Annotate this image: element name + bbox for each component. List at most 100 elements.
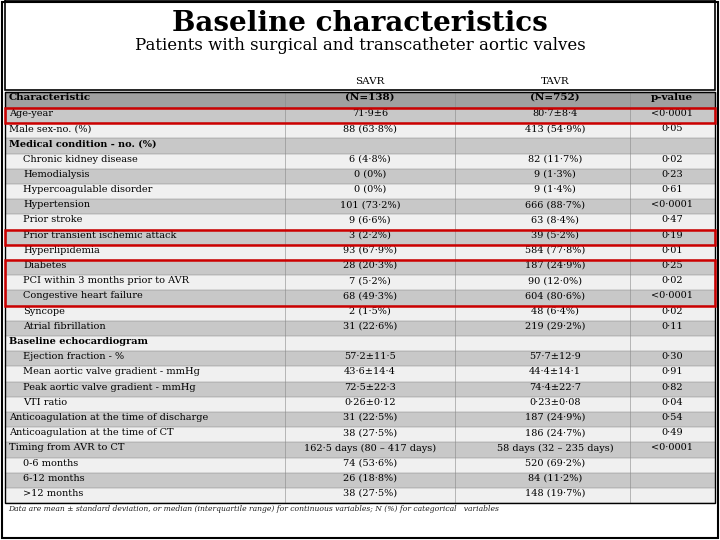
Text: 148 (19·7%): 148 (19·7%) [525,489,585,498]
Text: 93 (67·9%): 93 (67·9%) [343,246,397,255]
Text: 74 (53·6%): 74 (53·6%) [343,458,397,468]
Text: 0·25: 0·25 [661,261,683,270]
Text: 43·6±14·4: 43·6±14·4 [344,367,396,376]
Bar [5,108,715,123]
Bar [5,275,715,291]
Text: Syncope: Syncope [23,307,65,315]
Bar [5,306,715,321]
Text: 0·82: 0·82 [661,383,683,391]
Text: 666 (88·7%): 666 (88·7%) [525,200,585,209]
Text: VTI ratio: VTI ratio [23,398,67,407]
Text: 0·02: 0·02 [661,276,683,285]
Bar [5,108,715,123]
Text: 0·02: 0·02 [661,307,683,315]
Text: 39 (5·2%): 39 (5·2%) [531,231,579,240]
Text: 219 (29·2%): 219 (29·2%) [525,322,585,331]
Bar [5,321,715,336]
Text: 0·54: 0·54 [661,413,683,422]
Text: Mean aortic valve gradient - mmHg: Mean aortic valve gradient - mmHg [23,367,200,376]
Text: Ejection fraction - %: Ejection fraction - % [23,352,124,361]
Text: 0·47: 0·47 [661,215,683,225]
Bar [5,92,715,503]
Text: 80·7±8·4: 80·7±8·4 [532,109,577,118]
Text: 0 (0%): 0 (0%) [354,185,386,194]
Text: 0·26±0·12: 0·26±0·12 [344,398,396,407]
Text: p-value: p-value [651,93,693,102]
Text: >12 months: >12 months [23,489,84,498]
Bar [5,291,715,306]
Text: Diabetes: Diabetes [23,261,66,270]
Text: Prior transient ischemic attack: Prior transient ischemic attack [23,231,176,240]
Text: 0·91: 0·91 [661,367,683,376]
Bar [5,245,715,260]
Text: 7 (5·2%): 7 (5·2%) [349,276,391,285]
Bar [5,138,715,153]
Text: Timing from AVR to CT: Timing from AVR to CT [9,443,125,453]
Bar [5,230,715,245]
Text: 3 (2·2%): 3 (2·2%) [349,231,391,240]
Text: 0·04: 0·04 [661,398,683,407]
Text: Hemodialysis: Hemodialysis [23,170,89,179]
Text: (N=752): (N=752) [530,93,580,102]
Text: 82 (11·7%): 82 (11·7%) [528,154,582,164]
Bar [5,382,715,397]
Text: 72·5±22·3: 72·5±22·3 [344,383,396,391]
Bar [5,412,715,427]
Text: <0·0001: <0·0001 [651,443,693,453]
Text: Data are mean ± standard deviation, or median (interquartile range) for continuo: Data are mean ± standard deviation, or m… [8,505,499,513]
Bar [5,367,715,382]
Text: Chronic kidney disease: Chronic kidney disease [23,154,138,164]
Bar [5,442,715,457]
Bar [5,488,715,503]
Text: 187 (24·9%): 187 (24·9%) [525,413,585,422]
Text: Patients with surgical and transcatheter aortic valves: Patients with surgical and transcatheter… [135,37,585,54]
Text: 90 (12·0%): 90 (12·0%) [528,276,582,285]
Bar [5,336,715,351]
Bar [5,123,715,138]
Bar [5,169,715,184]
Bar [5,473,715,488]
Bar [5,199,715,214]
Text: 0·11: 0·11 [661,322,683,331]
Text: 0·05: 0·05 [661,124,683,133]
Text: PCI within 3 months prior to AVR: PCI within 3 months prior to AVR [23,276,189,285]
Bar [5,397,715,412]
Text: Hypercoagulable disorder: Hypercoagulable disorder [23,185,153,194]
Text: 31 (22·5%): 31 (22·5%) [343,413,397,422]
Text: 6-12 months: 6-12 months [23,474,85,483]
Text: 0·23: 0·23 [661,170,683,179]
Text: 0·23±0·08: 0·23±0·08 [529,398,581,407]
Text: Anticoagulation at the time of discharge: Anticoagulation at the time of discharge [9,413,208,422]
Text: 74·4±22·7: 74·4±22·7 [529,383,581,391]
Text: 58 days (32 – 235 days): 58 days (32 – 235 days) [497,443,613,453]
Bar [5,153,715,169]
Text: 0·61: 0·61 [661,185,683,194]
Bar [5,260,715,275]
Text: 0·02: 0·02 [661,154,683,164]
Bar [5,0,715,90]
Text: <0·0001: <0·0001 [651,200,693,209]
Text: Characteristic: Characteristic [9,93,91,102]
Text: Hyperlipidemia: Hyperlipidemia [23,246,100,255]
Text: 38 (27·5%): 38 (27·5%) [343,428,397,437]
Text: <0·0001: <0·0001 [651,292,693,300]
Text: 68 (49·3%): 68 (49·3%) [343,292,397,300]
Text: 44·4±14·1: 44·4±14·1 [529,367,581,376]
Text: TAVR: TAVR [541,77,570,86]
Bar [5,184,715,199]
Bar [5,351,715,367]
Text: 84 (11·2%): 84 (11·2%) [528,474,582,483]
Text: 584 (77·8%): 584 (77·8%) [525,246,585,255]
Text: Hypertension: Hypertension [23,200,90,209]
Text: 2 (1·5%): 2 (1·5%) [349,307,391,315]
Text: 0·19: 0·19 [661,231,683,240]
Text: 187 (24·9%): 187 (24·9%) [525,261,585,270]
Text: 28 (20·3%): 28 (20·3%) [343,261,397,270]
Text: SAVR: SAVR [355,77,384,86]
Text: 71·9±6: 71·9±6 [352,109,388,118]
Text: Baseline characteristics: Baseline characteristics [172,10,548,37]
Text: 0·01: 0·01 [661,246,683,255]
Text: Male sex-no. (%): Male sex-no. (%) [9,124,91,133]
Text: 6 (4·8%): 6 (4·8%) [349,154,391,164]
Text: Atrial fibrillation: Atrial fibrillation [23,322,106,331]
